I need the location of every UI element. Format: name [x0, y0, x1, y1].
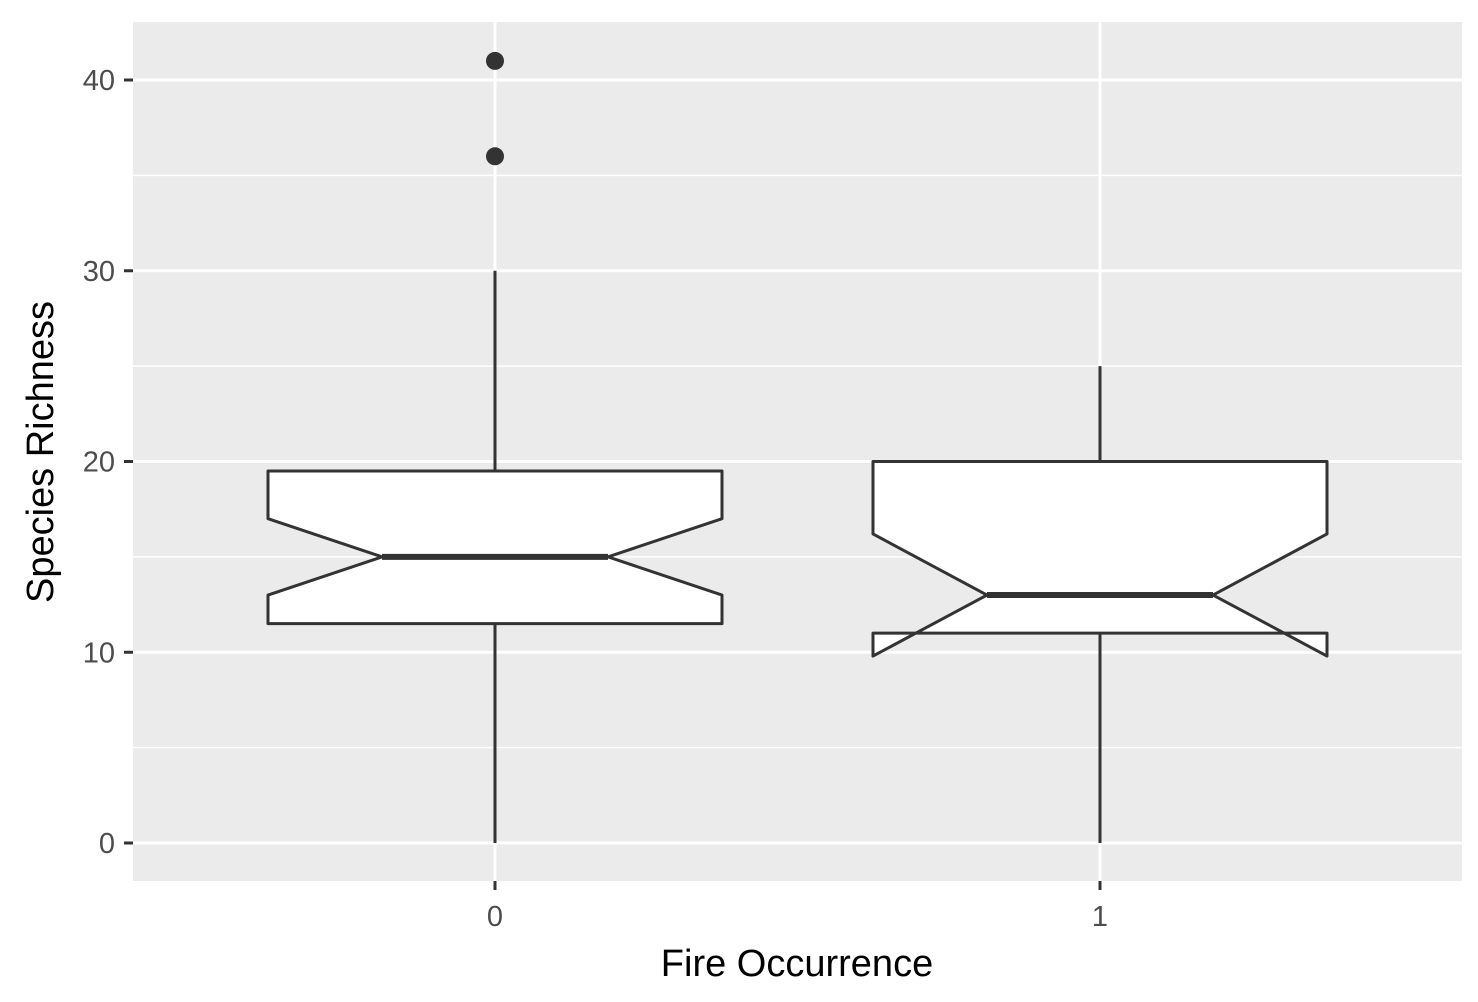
y-axis-title: Species Richness — [20, 301, 62, 603]
boxes — [266, 51, 1329, 843]
y-tick-label: 30 — [83, 256, 115, 288]
outlier-point — [486, 51, 504, 70]
x-axis-title: Fire Occurrence — [661, 943, 933, 985]
y-tick-label: 0 — [99, 828, 115, 860]
axes: 0 10 20 30 40 0 1 — [83, 65, 1108, 933]
y-tick-label: 20 — [83, 447, 115, 479]
outlier-point — [486, 147, 504, 166]
plot-panel — [133, 22, 1462, 881]
x-tick-label: 0 — [487, 901, 503, 933]
notched-box — [266, 469, 724, 626]
notched-box — [871, 460, 1329, 658]
x-tick-label: 1 — [1092, 901, 1108, 933]
y-tick-label: 40 — [83, 65, 115, 97]
y-tick-label: 10 — [83, 637, 115, 669]
